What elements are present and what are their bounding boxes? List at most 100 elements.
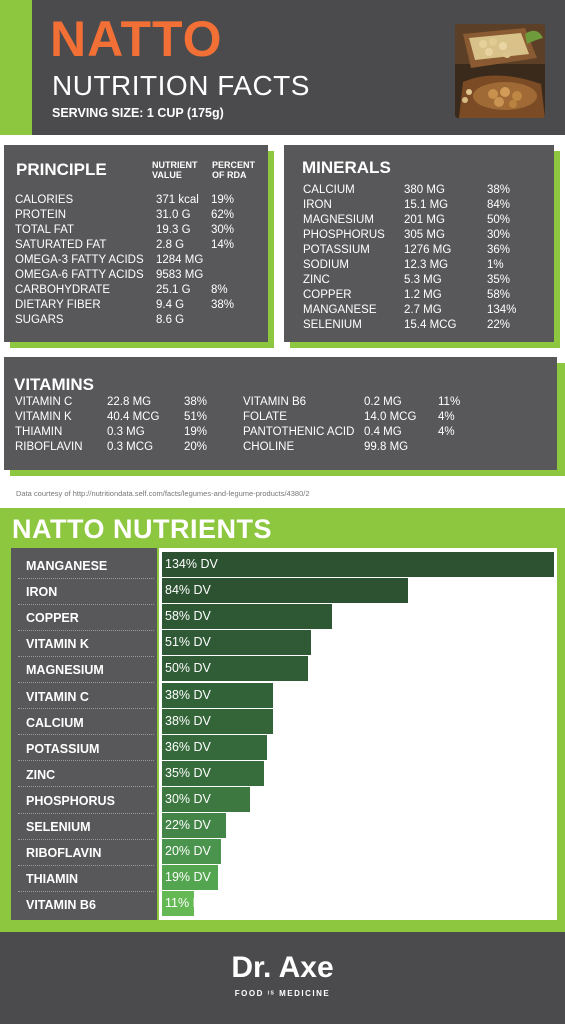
vitamin-name: THIAMIN — [15, 426, 63, 438]
mineral-name: MAGNESIUM — [303, 214, 374, 226]
principle-name: OMEGA-6 FATTY ACIDS — [15, 269, 144, 281]
vitamin-value: 14.0 MCG — [364, 411, 417, 423]
row-separator — [18, 708, 154, 710]
principle-name: PROTEIN — [15, 209, 67, 221]
vitamin-name: CHOLINE — [243, 441, 295, 453]
mineral-percent: 84% — [487, 199, 511, 211]
mineral-percent: 38% — [487, 184, 511, 196]
principle-value: 9.4 G — [156, 299, 185, 311]
row-separator — [18, 629, 154, 631]
mineral-value: 15.4 MCG — [404, 319, 457, 331]
mineral-name: POTASSIUM — [303, 244, 370, 256]
mineral-value: 305 MG — [404, 229, 445, 241]
principle-value: 9583 MG — [156, 269, 204, 281]
category-label: THIAMIN — [26, 872, 79, 887]
vitamin-value: 22.8 MG — [107, 396, 152, 408]
natto-photo-image — [455, 24, 545, 118]
row-separator — [18, 682, 154, 683]
mineral-value: 380 MG — [404, 184, 445, 196]
principle-value: 19.3 G — [156, 224, 191, 236]
mineral-percent: 22% — [487, 319, 511, 331]
vitamin-percent: 11% — [438, 396, 461, 408]
tagline-is: IS — [267, 990, 276, 997]
principle-heading: PRINCIPLE — [16, 160, 107, 179]
mineral-row: MAGNESIUM 201 MG 50% — [284, 214, 554, 230]
principle-name: DIETARY FIBER — [15, 299, 101, 311]
mineral-value: 15.1 MG — [404, 199, 449, 211]
principle-row: OMEGA-3 FATTY ACIDS 1284 MG — [4, 254, 268, 270]
principle-name: SUGARS — [15, 314, 64, 326]
principle-percent: 30% — [211, 224, 235, 236]
principle-name: CARBOHYDRATE — [15, 284, 110, 296]
bar-vitamin-c — [162, 682, 274, 708]
vitamin-row: VITAMIN C 22.8 MG 38% — [4, 396, 254, 412]
principle-name: OMEGA-3 FATTY ACIDS — [15, 254, 144, 266]
data-source-link[interactable]: Data courtesy of http://nutritiondata.se… — [16, 489, 310, 498]
footer — [0, 932, 565, 1024]
row-separator — [18, 864, 154, 866]
mineral-value: 12.3 MG — [404, 259, 449, 271]
mineral-name: PHOSPHORUS — [303, 229, 385, 241]
category-label: CALCIUM — [26, 715, 84, 730]
mineral-name: SODIUM — [303, 259, 349, 271]
mineral-row: IRON 15.1 MG 84% — [284, 199, 554, 215]
row-separator — [18, 603, 154, 605]
bar-calcium — [162, 708, 274, 734]
mineral-percent: 35% — [487, 274, 511, 286]
mineral-row: SODIUM 12.3 MG 1% — [284, 259, 554, 275]
mineral-name: COPPER — [303, 289, 352, 301]
row-separator — [18, 655, 154, 657]
principle-value: 8.6 G — [156, 314, 185, 326]
mineral-row: PHOSPHORUS 305 MG 30% — [284, 229, 554, 245]
natto-photo — [455, 24, 545, 118]
bar-selenium — [162, 813, 227, 838]
mineral-name: ZINC — [303, 274, 330, 286]
mineral-value: 201 MG — [404, 214, 445, 226]
principle-value: 1284 MG — [156, 254, 204, 266]
vitamin-name: VITAMIN C — [15, 396, 73, 408]
vitamin-name: VITAMIN K — [15, 411, 72, 423]
mineral-row: SELENIUM 15.4 MCG 22% — [284, 319, 554, 335]
nutrient-value-header-line2: VALUE — [152, 170, 182, 181]
principle-value: 2.8 G — [156, 239, 185, 251]
category-label: SELENIUM — [26, 820, 91, 834]
category-label: COPPER — [26, 611, 79, 626]
nutrient-label-column — [11, 548, 157, 920]
category-label: RIBOFLAVIN — [26, 846, 102, 861]
mineral-percent: 1% — [487, 259, 504, 271]
percent-rda-header-line1: PERCENT — [212, 160, 256, 170]
bar-magnesium — [162, 656, 309, 682]
vitamin-value: 0.4 MG — [364, 426, 402, 438]
principle-value: 31.0 G — [156, 209, 191, 221]
vitamin-percent: 38% — [184, 396, 208, 408]
data-label: 20% DV — [165, 844, 211, 859]
principle-row: PROTEIN 31.0 G 62% — [4, 209, 268, 225]
vitamin-percent: 4% — [438, 411, 455, 423]
bar-vitamin-b6 — [162, 891, 195, 917]
mineral-value: 1.2 MG — [404, 289, 442, 301]
row-separator — [18, 786, 154, 788]
row-separator — [18, 812, 154, 814]
vitamin-row: VITAMIN K 40.4 MCG 51% — [4, 411, 254, 427]
page-subtitle: NUTRITION FACTS — [52, 70, 310, 101]
principle-panel: PRINCIPLE NUTRIENT VALUE PERCENT OF RDA … — [4, 145, 268, 342]
vitamin-row: CHOLINE 99.8 MG — [4, 441, 557, 457]
bar-manganese — [162, 552, 554, 577]
page-title: NATTO — [50, 11, 223, 67]
vitamin-row: VITAMIN B6 0.2 MG 11% — [4, 396, 557, 412]
minerals-heading: MINERALS — [302, 158, 391, 177]
row-separator — [18, 577, 154, 579]
bar-potassium — [162, 734, 268, 760]
vitamin-name: VITAMIN B6 — [243, 396, 307, 408]
mineral-row: ZINC 5.3 MG 35% — [284, 274, 554, 290]
bar-copper — [162, 604, 332, 630]
vitamin-row: THIAMIN 0.3 MG 19% — [4, 426, 254, 442]
data-label: 11% DV — [165, 896, 210, 911]
data-label: 30% DV — [165, 791, 211, 806]
data-label: 38% DV — [165, 713, 211, 728]
category-label: MAGNESIUM — [26, 663, 104, 678]
nutrient-value-header-line1: NUTRIENT — [152, 160, 198, 170]
category-label: VITAMIN B6 — [26, 898, 96, 913]
principle-row: DIETARY FIBER 9.4 G 38% — [4, 299, 268, 315]
vitamin-row: RIBOFLAVIN 0.3 MCG 20% — [4, 441, 254, 457]
